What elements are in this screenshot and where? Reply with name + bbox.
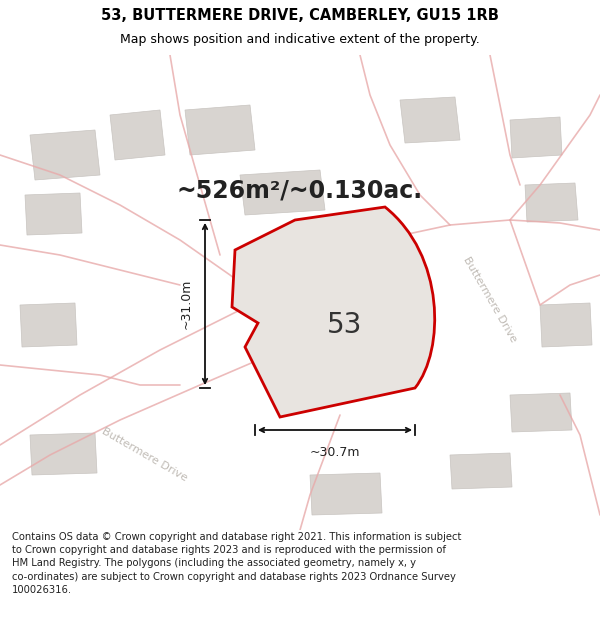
Text: Buttermere Drive: Buttermere Drive (100, 426, 190, 484)
Polygon shape (30, 130, 100, 180)
Text: ~30.7m: ~30.7m (310, 446, 360, 459)
Polygon shape (510, 117, 562, 158)
Polygon shape (110, 110, 165, 160)
Polygon shape (540, 303, 592, 347)
Polygon shape (510, 393, 572, 432)
Polygon shape (240, 170, 325, 215)
Polygon shape (185, 105, 255, 155)
Polygon shape (400, 97, 460, 143)
Text: 53, BUTTERMERE DRIVE, CAMBERLEY, GU15 1RB: 53, BUTTERMERE DRIVE, CAMBERLEY, GU15 1R… (101, 8, 499, 23)
Text: Buttermere Drive: Buttermere Drive (461, 256, 518, 344)
Text: ~31.0m: ~31.0m (180, 279, 193, 329)
Polygon shape (525, 183, 578, 222)
Polygon shape (25, 193, 82, 235)
Text: ~526m²/~0.130ac.: ~526m²/~0.130ac. (177, 178, 423, 202)
Polygon shape (30, 433, 97, 475)
Text: Map shows position and indicative extent of the property.: Map shows position and indicative extent… (120, 33, 480, 46)
Text: 53: 53 (328, 311, 362, 339)
PathPatch shape (232, 207, 435, 417)
Polygon shape (450, 453, 512, 489)
Polygon shape (20, 303, 77, 347)
Polygon shape (310, 473, 382, 515)
Text: Contains OS data © Crown copyright and database right 2021. This information is : Contains OS data © Crown copyright and d… (12, 532, 461, 595)
